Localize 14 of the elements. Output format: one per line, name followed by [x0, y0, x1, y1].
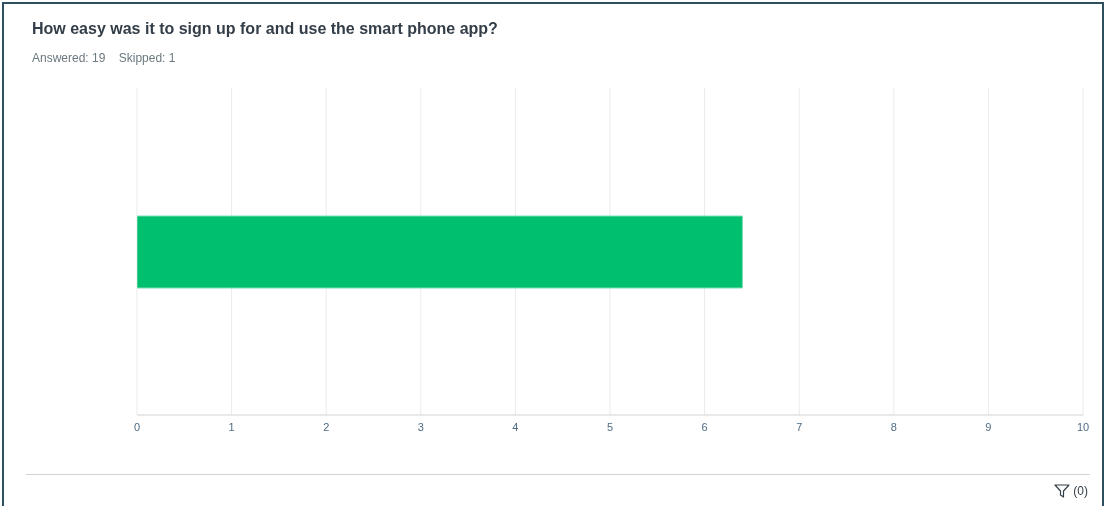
- x-tick-label: 3: [417, 420, 424, 433]
- chart-title: How easy was it to sign up for and use the smart phone app?: [32, 20, 498, 38]
- x-tick-label: 1: [228, 420, 235, 433]
- x-tick-label: 7: [796, 420, 803, 433]
- x-tick-label: 6: [701, 420, 708, 433]
- x-tick-label: 8: [890, 420, 897, 433]
- x-tick-label: 4: [512, 420, 519, 433]
- x-tick-label: 9: [985, 420, 992, 433]
- x-tick-label: 10: [1076, 420, 1090, 433]
- x-tick-label: 5: [606, 420, 614, 433]
- text: (0): [1073, 484, 1088, 498]
- x-tick-label: 2: [323, 420, 330, 433]
- chart-subtitle: Answered: 19 Skipped: 1: [32, 51, 176, 65]
- x-tick-label: 0: [133, 420, 141, 433]
